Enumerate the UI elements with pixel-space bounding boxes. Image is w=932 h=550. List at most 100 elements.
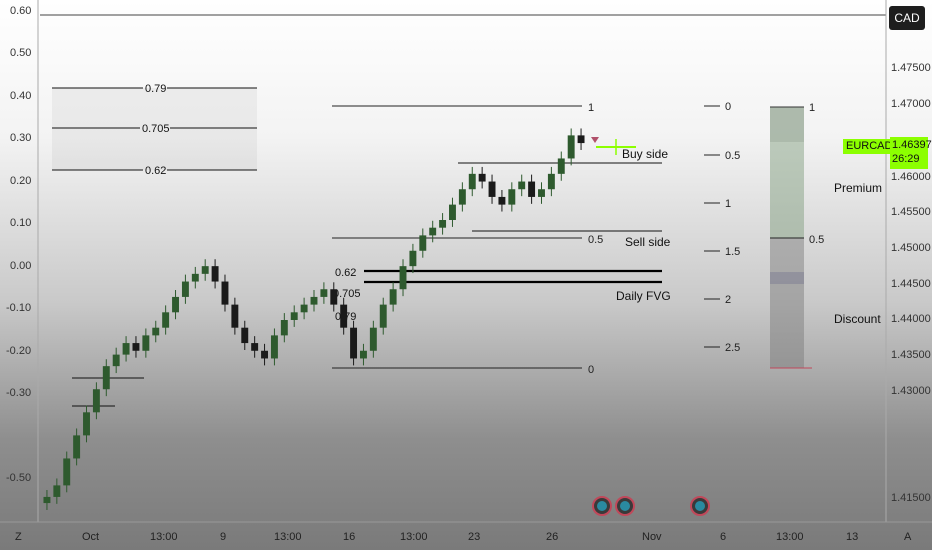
right-axis-tick: 1.45500: [891, 206, 931, 218]
event-icons[interactable]: [592, 496, 710, 516]
candle: [340, 304, 348, 328]
right-axis-tick: 1.44500: [891, 278, 931, 290]
candle: [191, 273, 199, 282]
fib-box-label: 0.705: [142, 123, 170, 135]
ext-label: 1.5: [725, 246, 740, 258]
candle: [132, 343, 140, 351]
fib-box[interactable]: 0.79 0.705 0.62: [52, 83, 257, 177]
fib-level-label: 1: [588, 102, 594, 114]
event-icon-core: [597, 501, 607, 511]
equilibrium-band: [770, 272, 804, 284]
candle: [221, 281, 229, 305]
right-axis-tick: 1.45000: [891, 242, 931, 254]
candle: [162, 312, 170, 328]
fib-retracement[interactable]: 1 0.5 0: [332, 102, 603, 376]
fib-level-label: 0: [588, 364, 594, 376]
currency-button[interactable]: CAD: [889, 6, 925, 30]
fib-box-label: 0.79: [145, 83, 166, 95]
left-axis-tick: -0.30: [6, 387, 31, 399]
left-axis[interactable]: 0.60 0.50 0.40 0.30 0.20 0.10 0.00 -0.10…: [6, 5, 31, 484]
candle: [310, 296, 318, 305]
candle: [280, 320, 288, 336]
candle: [577, 135, 585, 144]
time-axis-tick: Nov: [642, 531, 662, 543]
time-axis-tick: 26: [546, 531, 558, 543]
candle: [429, 227, 437, 236]
time-axis-tick: 13:00: [274, 531, 302, 543]
candle: [251, 343, 259, 351]
candle: [290, 312, 298, 320]
time-axis-tick: 9: [220, 531, 226, 543]
ext-label: 1: [725, 198, 731, 210]
premium-label: Premium: [834, 181, 882, 195]
candle: [241, 327, 249, 344]
right-axis-tick: 1.46000: [891, 171, 931, 183]
pd-mid-label: 0.5: [809, 234, 824, 246]
candle: [359, 350, 367, 359]
candle: [557, 158, 565, 174]
fvg-level-label: 0.705: [333, 288, 361, 300]
candle: [508, 189, 516, 205]
right-axis-tick: 1.43000: [891, 385, 931, 397]
left-axis-tick: 0.20: [10, 175, 31, 187]
candle: [92, 389, 100, 413]
candle: [142, 335, 150, 351]
current-price-marker[interactable]: [591, 137, 636, 155]
pd-top-label: 1: [809, 102, 815, 114]
left-axis-tick: -0.20: [6, 345, 31, 357]
candle: [458, 189, 466, 205]
candle: [320, 289, 328, 297]
ext-label: 2.5: [725, 342, 740, 354]
candle: [270, 335, 278, 359]
sell-arrow-icon: [591, 137, 599, 143]
fib-box-fill: [52, 88, 257, 170]
right-axis[interactable]: 1.47500 1.47000 1.46000 1.45500 1.45000 …: [891, 62, 931, 504]
fib-box-label: 0.62: [145, 165, 166, 177]
candle: [547, 173, 555, 190]
candle: [498, 196, 506, 205]
countdown: 26:29: [892, 153, 920, 165]
candle: [409, 250, 417, 267]
candle: [83, 412, 90, 436]
price-value: 1.46397: [892, 139, 932, 151]
ext-label: 0.5: [725, 150, 740, 162]
candle: [518, 181, 526, 190]
sell-side-label: Sell side: [625, 235, 671, 249]
scale-a-button[interactable]: A: [904, 531, 912, 543]
candle: [538, 189, 545, 197]
candle: [478, 173, 486, 182]
symbol-tag: EURCAD: [843, 139, 896, 154]
candle: [389, 289, 397, 305]
candle: [350, 327, 358, 359]
candle: [43, 496, 51, 504]
fvg-label: Daily FVG: [616, 289, 671, 303]
premium-discount-zone[interactable]: 1 0.5 Premium Discount: [770, 102, 882, 369]
time-axis-tick: Oct: [82, 531, 99, 543]
candle: [152, 327, 160, 336]
time-axis-tick: 23: [468, 531, 480, 543]
fvg-level-label: 0.62: [335, 267, 356, 279]
event-icon-core: [620, 501, 630, 511]
left-axis-tick: 0.00: [10, 260, 31, 272]
premium-zone: [770, 107, 804, 238]
daily-fvg[interactable]: Daily FVG 0.62 0.705 0.79: [333, 267, 671, 323]
candle: [300, 304, 308, 313]
price-tag: 1.46397 26:29: [890, 137, 932, 169]
left-axis-tick: 0.10: [10, 217, 31, 229]
fib-extension[interactable]: 0 0.5 1 1.5 2 2.5: [704, 101, 740, 354]
time-axis[interactable]: Oct 13:00 9 13:00 16 13:00 23 26 Nov 6 1…: [82, 531, 858, 543]
candle: [567, 135, 575, 159]
candle: [102, 366, 110, 390]
candlesticks[interactable]: [43, 128, 585, 510]
fib-level-label: 0.5: [588, 234, 603, 246]
event-icon-core: [695, 501, 705, 511]
candle: [201, 266, 209, 274]
time-axis-tick: 13:00: [400, 531, 428, 543]
candle: [449, 204, 456, 220]
right-axis-tick: 1.44000: [891, 313, 931, 325]
scale-z-button[interactable]: Z: [15, 531, 22, 543]
candle: [488, 181, 496, 197]
candle: [73, 435, 81, 459]
right-axis-tick: 1.43500: [891, 349, 931, 361]
